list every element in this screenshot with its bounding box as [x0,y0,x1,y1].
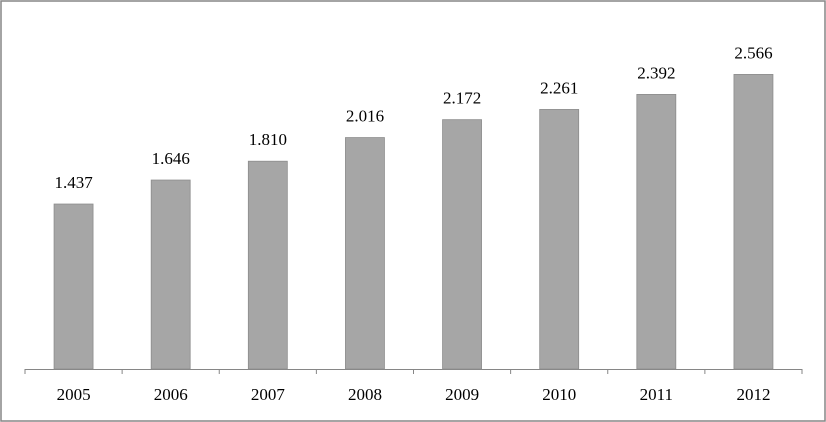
bar [636,93,677,370]
x-tick-label: 2010 [542,385,576,404]
data-label: 2.392 [637,63,675,82]
data-label: 2.261 [540,78,578,97]
bar [442,119,482,370]
bar [53,203,94,370]
data-label: 2.016 [346,106,384,125]
x-tick-label: 2006 [154,385,188,404]
data-label: 1.810 [249,130,287,149]
bar [539,109,580,370]
data-label: 2.172 [443,89,481,108]
bar [247,160,288,370]
x-tick-label: 2007 [251,385,286,404]
x-tick-label: 2011 [640,385,673,404]
bar [150,179,191,370]
data-label: 2.566 [734,43,772,62]
x-tick-label: 2005 [57,385,91,404]
x-tick-label: 2009 [445,385,479,404]
x-tick-label: 2012 [736,385,770,404]
data-label: 1.437 [54,173,93,192]
bar [345,137,385,370]
bar [733,74,774,370]
data-label: 1.646 [152,149,190,168]
x-tick-label: 2008 [348,385,382,404]
